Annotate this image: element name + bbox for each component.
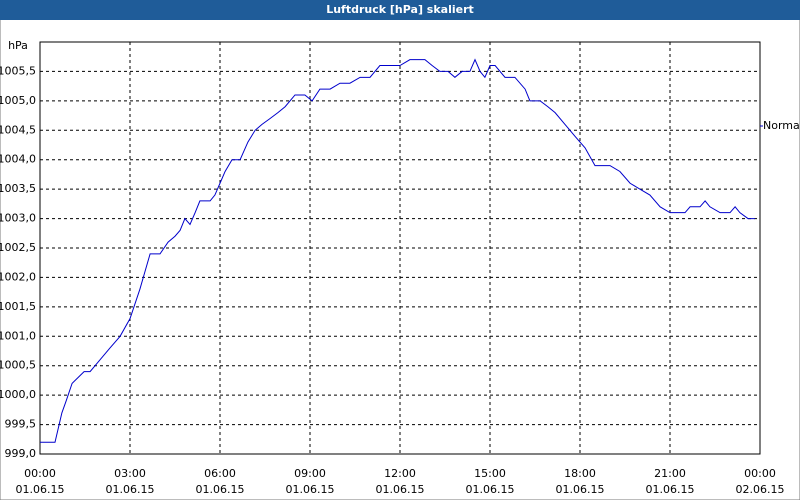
y-tick-label: 1002,0 bbox=[0, 270, 36, 283]
x-tick-label: 21:00 bbox=[654, 467, 686, 480]
y-tick-label: 999,5 bbox=[5, 418, 37, 431]
x-tick-date: 01.06.15 bbox=[16, 483, 65, 496]
x-tick-date: 01.06.15 bbox=[196, 483, 245, 496]
x-tick-label: 00:00 bbox=[744, 467, 776, 480]
y-unit: hPa bbox=[8, 39, 28, 52]
y-tick-label: 1001,0 bbox=[0, 329, 36, 342]
x-tick-date: 01.06.15 bbox=[376, 483, 425, 496]
legend-label: Normal bbox=[763, 119, 800, 132]
y-tick-label: 999,0 bbox=[5, 447, 37, 460]
x-tick-date: 01.06.15 bbox=[646, 483, 695, 496]
x-tick-label: 12:00 bbox=[384, 467, 416, 480]
y-tick-label: 1001,5 bbox=[0, 300, 36, 313]
x-tick-label: 00:00 bbox=[24, 467, 56, 480]
y-tick-label: 1004,5 bbox=[0, 123, 36, 136]
y-tick-label: 1000,5 bbox=[0, 359, 36, 372]
x-tick-date: 01.06.15 bbox=[556, 483, 605, 496]
x-tick-label: 18:00 bbox=[564, 467, 596, 480]
title-bar bbox=[0, 0, 800, 20]
data-line bbox=[40, 58, 755, 443]
x-tick-label: 03:00 bbox=[114, 467, 146, 480]
y-tick-label: 1005,5 bbox=[0, 64, 36, 77]
x-tick-date: 01.06.15 bbox=[106, 483, 155, 496]
x-tick-label: 06:00 bbox=[204, 467, 236, 480]
y-tick-label: 1000,0 bbox=[0, 388, 36, 401]
x-tick-date: 01.06.15 bbox=[466, 483, 515, 496]
y-tick-label: 1004,0 bbox=[0, 153, 36, 166]
x-tick-label: 09:00 bbox=[294, 467, 326, 480]
y-tick-label: 1003,5 bbox=[0, 182, 36, 195]
y-tick-label: 1002,5 bbox=[0, 241, 36, 254]
plot-border bbox=[39, 41, 761, 455]
x-tick-date: 02.06.15 bbox=[736, 483, 785, 496]
x-tick-date: 01.06.15 bbox=[286, 483, 335, 496]
y-tick-label: 1003,0 bbox=[0, 212, 36, 225]
x-tick-label: 15:00 bbox=[474, 467, 506, 480]
y-tick-label: 1005,0 bbox=[0, 94, 36, 107]
chart-title: Luftdruck [hPa] skaliert bbox=[326, 3, 474, 16]
